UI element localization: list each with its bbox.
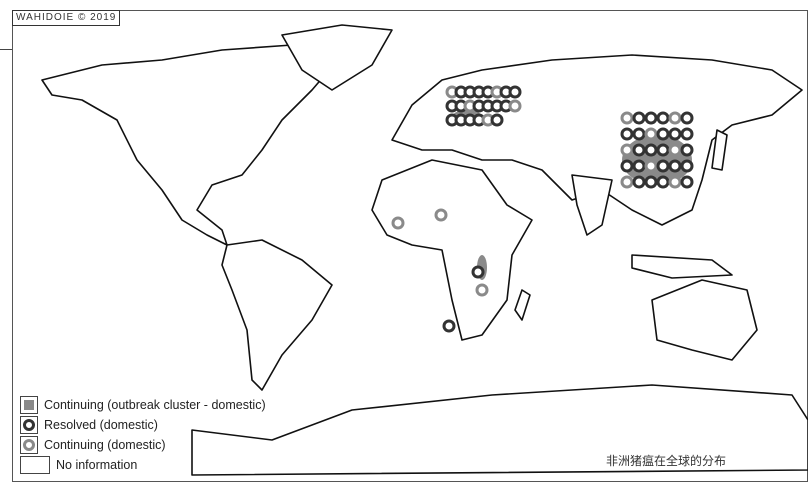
- outbreak-marker: [391, 216, 405, 230]
- legend-item-no-info: No information: [20, 455, 266, 475]
- madagascar: [514, 289, 531, 321]
- ring-grey-icon: [20, 436, 38, 454]
- outbreak-marker: [644, 175, 658, 189]
- legend-label: Resolved (domestic): [44, 418, 158, 432]
- indonesia: [631, 254, 733, 279]
- outbreak-marker: [656, 159, 670, 173]
- outbreak-marker: [508, 99, 522, 113]
- outbreak-marker: [656, 175, 670, 189]
- outbreak-marker: [620, 175, 634, 189]
- outbreak-marker: [656, 127, 670, 141]
- outbreak-marker: [471, 265, 485, 279]
- outbreak-marker: [475, 283, 489, 297]
- india: [571, 174, 613, 236]
- outbreak-marker: [620, 127, 634, 141]
- outbreak-marker: [680, 111, 694, 125]
- outbreak-marker: [680, 127, 694, 141]
- caption: 非洲猪瘟在全球的分布: [606, 454, 727, 468]
- outbreak-marker: [632, 111, 646, 125]
- outbreak-marker: [644, 159, 658, 173]
- outbreak-marker: [620, 143, 634, 157]
- outbreak-marker: [644, 111, 658, 125]
- ring-dark-icon: [20, 416, 38, 434]
- outbreak-marker: [620, 111, 634, 125]
- outbreak-marker: [668, 111, 682, 125]
- map-credit: WAHIDOIE © 2019: [12, 10, 121, 26]
- north-america: [41, 44, 343, 246]
- outbreak-marker: [632, 175, 646, 189]
- greenland: [281, 24, 393, 91]
- antarctica: [191, 384, 808, 476]
- legend-label: Continuing (domestic): [44, 438, 166, 452]
- outbreak-marker: [668, 127, 682, 141]
- legend-item-resolved: Resolved (domestic): [20, 415, 266, 435]
- legend-item-continuing: Continuing (domestic): [20, 435, 266, 455]
- outbreak-marker: [668, 159, 682, 173]
- outbreak-marker: [668, 175, 682, 189]
- cluster-icon: [20, 396, 38, 414]
- outbreak-marker: [620, 159, 634, 173]
- outbreak-markers: [391, 85, 694, 333]
- outbreak-marker: [644, 127, 658, 141]
- outbreak-marker: [632, 143, 646, 157]
- outbreak-marker: [680, 175, 694, 189]
- outbreak-cluster: [622, 135, 692, 185]
- legend-item-cluster: Continuing (outbreak cluster - domestic): [20, 395, 266, 415]
- outbreak-marker: [644, 143, 658, 157]
- outbreak-marker: [490, 113, 504, 127]
- empty-swatch-icon: [20, 456, 50, 474]
- map-frame: [12, 10, 808, 482]
- outbreak-marker: [632, 159, 646, 173]
- divider: [0, 49, 12, 50]
- outbreak-marker: [508, 85, 522, 99]
- outbreak-marker: [656, 143, 670, 157]
- outbreak-marker: [668, 143, 682, 157]
- outbreak-marker: [656, 111, 670, 125]
- outbreak-marker: [442, 319, 456, 333]
- outbreak-marker: [632, 127, 646, 141]
- outbreak-marker: [680, 143, 694, 157]
- australia: [651, 279, 758, 361]
- world-map: [41, 24, 808, 476]
- africa: [371, 159, 533, 341]
- legend-label: Continuing (outbreak cluster - domestic): [44, 398, 266, 412]
- outbreak-marker: [434, 208, 448, 222]
- outbreak-marker: [680, 159, 694, 173]
- japan: [711, 129, 728, 171]
- south-america: [221, 239, 333, 391]
- map-legend: Continuing (outbreak cluster - domestic)…: [20, 395, 266, 475]
- legend-label: No information: [56, 458, 138, 472]
